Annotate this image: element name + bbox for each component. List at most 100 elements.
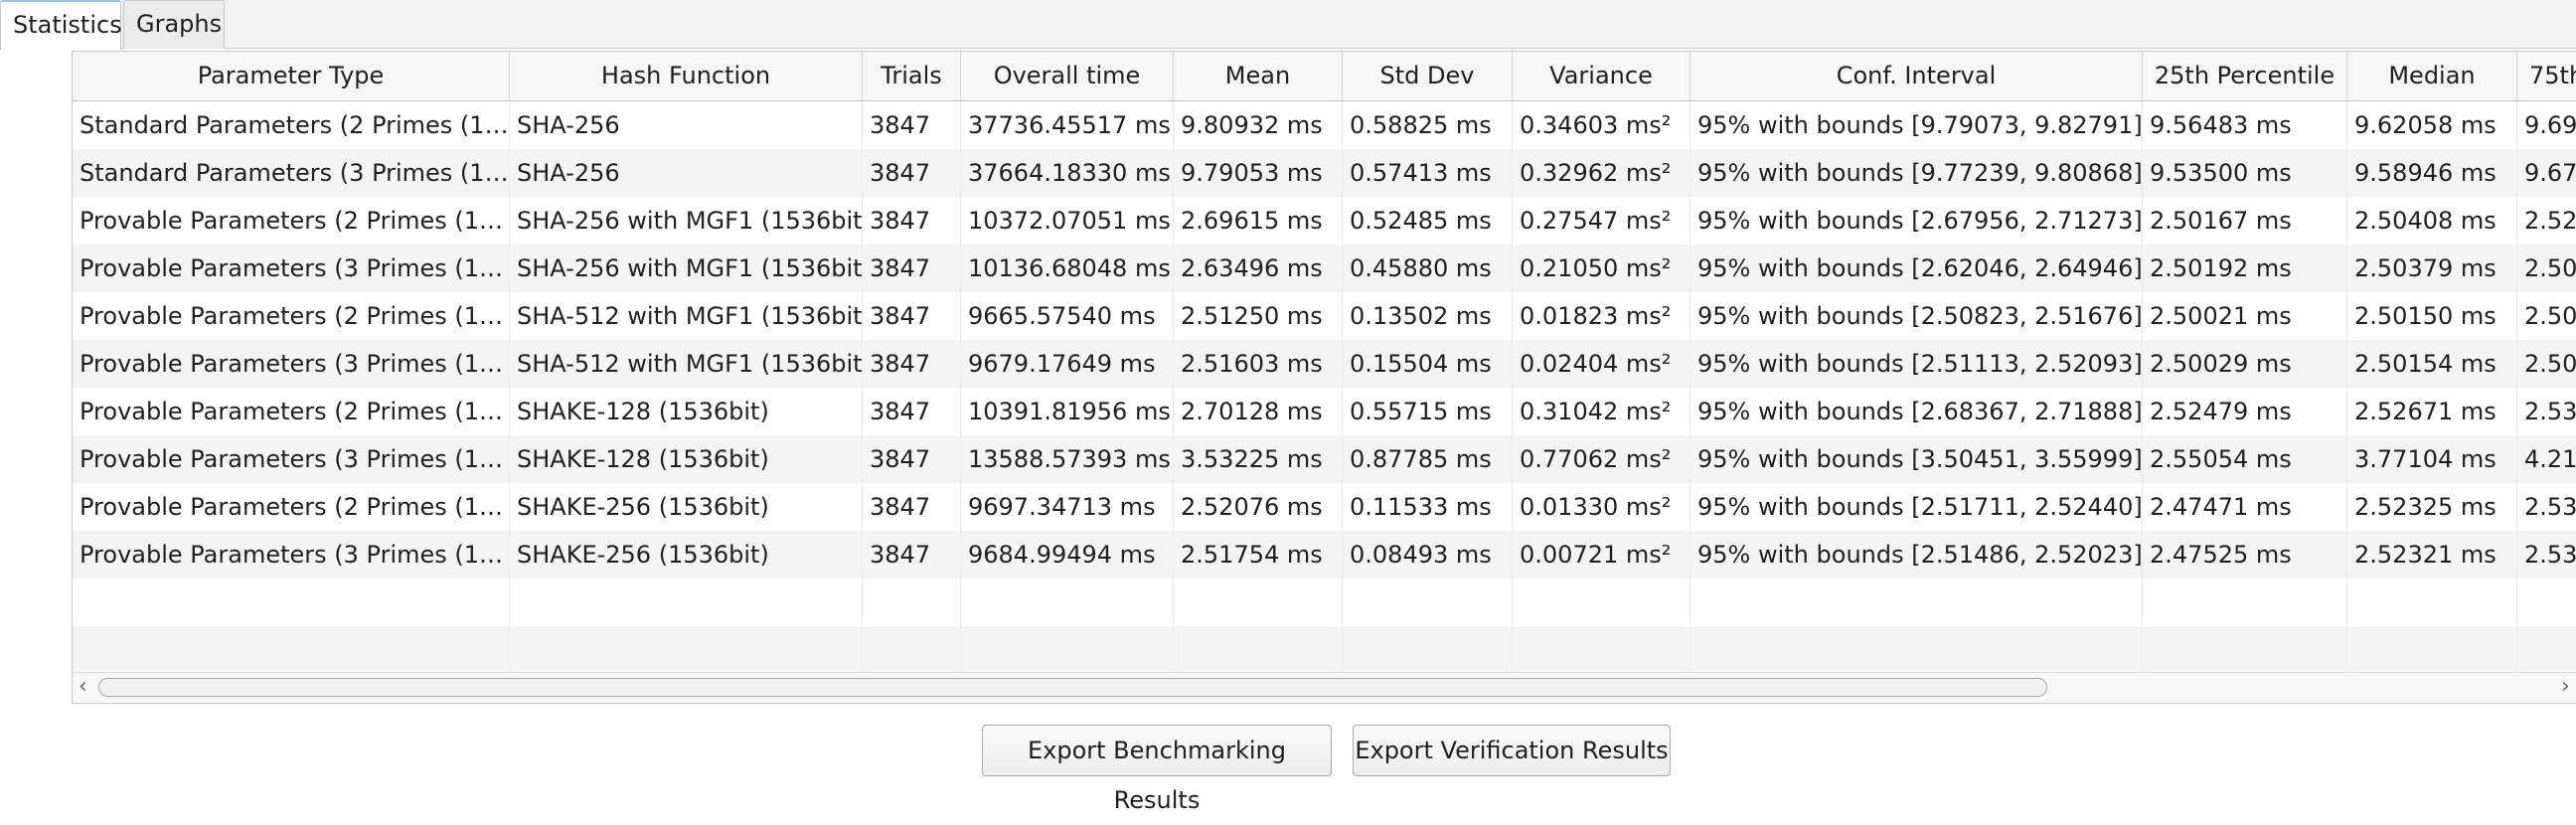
cell-overall-time: 9697.34713 ms	[961, 483, 1174, 531]
column-header-trials[interactable]: Trials	[863, 52, 961, 100]
cell-trials: 3847	[863, 292, 961, 340]
cell-std-dev: 0.58825 ms	[1343, 101, 1513, 149]
table-row[interactable]: Provable Parameters (2 Primes (1/2N... SH…	[73, 388, 2576, 435]
cell-hash-function: SHA-512 with MGF1 (1536bit)	[510, 340, 863, 388]
cell-median: 2.52325 ms	[2347, 483, 2517, 531]
cell-overall-time: 37664.18330 ms	[961, 149, 1174, 197]
export-verification-results-button[interactable]: Export Verification Results	[1353, 725, 1671, 776]
cell-variance: 0.34603 ms²	[1513, 101, 1690, 149]
table-row[interactable]: Standard Parameters (3 Primes (1/4N... SH…	[73, 149, 2576, 197]
cell-mean: 2.63496 ms	[1174, 245, 1343, 292]
table-row[interactable]: Provable Parameters (2 Primes (1/2N... SH…	[73, 292, 2576, 340]
cell-conf-interval	[1690, 578, 2143, 626]
cell-mean: 2.70128 ms	[1174, 388, 1343, 435]
table-row[interactable]: Provable Parameters (3 Primes (1/4N... SH…	[73, 531, 2576, 578]
cell-mean: 2.69615 ms	[1174, 197, 1343, 245]
table-row[interactable]: Provable Parameters (3 Primes (1/4N... SH…	[73, 435, 2576, 483]
cell-overall-time: 10391.81956 ms	[961, 388, 1174, 435]
cell-mean: 2.52076 ms	[1174, 483, 1343, 531]
cell-std-dev: 0.11533 ms	[1343, 483, 1513, 531]
cell-mean: 3.53225 ms	[1174, 435, 1343, 483]
table-row[interactable]: Provable Parameters (3 Primes (1/4N... SH…	[73, 340, 2576, 388]
column-header-75th-percentile[interactable]: 75th Percentile	[2517, 52, 2576, 100]
cell-75th-percentile: 2.52	[2517, 197, 2576, 245]
column-header-variance[interactable]: Variance	[1513, 52, 1690, 100]
scrollbar-thumb[interactable]	[98, 678, 2047, 697]
cell-std-dev	[1343, 626, 1513, 674]
cell-variance: 0.00721 ms²	[1513, 531, 1690, 578]
cell-75th-percentile: 4.21	[2517, 435, 2576, 483]
table-row[interactable]: Provable Parameters (2 Primes (1/2N... SH…	[73, 197, 2576, 245]
cell-mean: 9.80932 ms	[1174, 101, 1343, 149]
cell-trials: 3847	[863, 483, 961, 531]
cell-std-dev: 0.57413 ms	[1343, 149, 1513, 197]
column-header-median[interactable]: Median	[2347, 52, 2517, 100]
cell-variance: 0.31042 ms²	[1513, 388, 1690, 435]
table-row[interactable]: Standard Parameters (2 Primes (1/2N... SH…	[73, 101, 2576, 149]
cell-std-dev: 0.87785 ms	[1343, 435, 1513, 483]
cell-25th-percentile: 2.47525 ms	[2143, 531, 2347, 578]
column-header-mean[interactable]: Mean	[1174, 52, 1343, 100]
cell-median: 9.62058 ms	[2347, 101, 2517, 149]
cell-conf-interval: 95% with bounds [9.79073, 9.82791]	[1690, 101, 2143, 149]
column-header-25th-percentile[interactable]: 25th Percentile	[2143, 52, 2347, 100]
column-header-hash-function[interactable]: Hash Function	[510, 52, 863, 100]
cell-trials	[863, 578, 961, 626]
tab-graphs[interactable]: Graphs	[123, 0, 225, 49]
cell-75th-percentile	[2517, 578, 2576, 626]
cell-hash-function	[510, 578, 863, 626]
cell-parameter-type: Provable Parameters (3 Primes (1/4N...	[73, 245, 510, 292]
horizontal-scrollbar[interactable]: ‹ ›	[73, 672, 2576, 702]
tab-statistics[interactable]: Statistics	[0, 0, 122, 50]
cell-trials: 3847	[863, 531, 961, 578]
cell-parameter-type: Provable Parameters (2 Primes (1/2N...	[73, 292, 510, 340]
cell-std-dev: 0.13502 ms	[1343, 292, 1513, 340]
table-row	[73, 626, 2576, 674]
cell-variance: 0.21050 ms²	[1513, 245, 1690, 292]
cell-25th-percentile: 2.50021 ms	[2143, 292, 2347, 340]
cell-25th-percentile	[2143, 578, 2347, 626]
cell-25th-percentile	[2143, 626, 2347, 674]
table-row[interactable]: Provable Parameters (3 Primes (1/4N... SH…	[73, 245, 2576, 292]
cell-hash-function: SHA-512 with MGF1 (1536bit)	[510, 292, 863, 340]
table-row[interactable]: Provable Parameters (2 Primes (1/2N... SH…	[73, 483, 2576, 531]
column-header-conf-interval[interactable]: Conf. Interval	[1690, 52, 2143, 100]
cell-conf-interval: 95% with bounds [2.67956, 2.71273]	[1690, 197, 2143, 245]
cell-hash-function: SHAKE-128 (1536bit)	[510, 435, 863, 483]
cell-75th-percentile: 2.53	[2517, 531, 2576, 578]
cell-parameter-type: Provable Parameters (3 Primes (1/4N...	[73, 531, 510, 578]
cell-overall-time: 9684.99494 ms	[961, 531, 1174, 578]
column-header-overall-time[interactable]: Overall time	[961, 52, 1174, 100]
cell-conf-interval: 95% with bounds [2.51711, 2.52440]	[1690, 483, 2143, 531]
cell-parameter-type: Provable Parameters (3 Primes (1/4N...	[73, 340, 510, 388]
cell-trials: 3847	[863, 388, 961, 435]
column-header-std-dev[interactable]: Std Dev	[1343, 52, 1513, 100]
cell-overall-time: 37736.45517 ms	[961, 101, 1174, 149]
cell-parameter-type: Provable Parameters (2 Primes (1/2N...	[73, 197, 510, 245]
cell-median: 2.52321 ms	[2347, 531, 2517, 578]
cell-hash-function	[510, 626, 863, 674]
cell-25th-percentile: 2.55054 ms	[2143, 435, 2347, 483]
scroll-right-icon[interactable]: ›	[2561, 674, 2570, 699]
cell-25th-percentile: 2.50192 ms	[2143, 245, 2347, 292]
cell-conf-interval	[1690, 626, 2143, 674]
scroll-left-icon[interactable]: ‹	[79, 674, 87, 699]
column-header-parameter-type[interactable]: Parameter Type	[73, 52, 510, 100]
cell-std-dev: 0.15504 ms	[1343, 340, 1513, 388]
cell-std-dev: 0.45880 ms	[1343, 245, 1513, 292]
cell-median: 3.77104 ms	[2347, 435, 2517, 483]
cell-hash-function: SHA-256 with MGF1 (1536bit)	[510, 245, 863, 292]
table-row	[73, 578, 2576, 626]
export-benchmarking-results-button[interactable]: Export Benchmarking Results	[982, 725, 1332, 814]
cell-median: 9.58946 ms	[2347, 149, 2517, 197]
cell-std-dev: 0.55715 ms	[1343, 388, 1513, 435]
cell-75th-percentile: 2.50	[2517, 245, 2576, 292]
cell-75th-percentile: 2.53	[2517, 388, 2576, 435]
cell-mean: 2.51754 ms	[1174, 531, 1343, 578]
cell-conf-interval: 95% with bounds [3.50451, 3.55999]	[1690, 435, 2143, 483]
cell-25th-percentile: 9.53500 ms	[2143, 149, 2347, 197]
cell-mean: 2.51603 ms	[1174, 340, 1343, 388]
cell-variance: 0.02404 ms²	[1513, 340, 1690, 388]
cell-parameter-type	[73, 626, 510, 674]
statistics-table[interactable]: Parameter Type Hash Function Trials Overall…	[72, 51, 2576, 704]
